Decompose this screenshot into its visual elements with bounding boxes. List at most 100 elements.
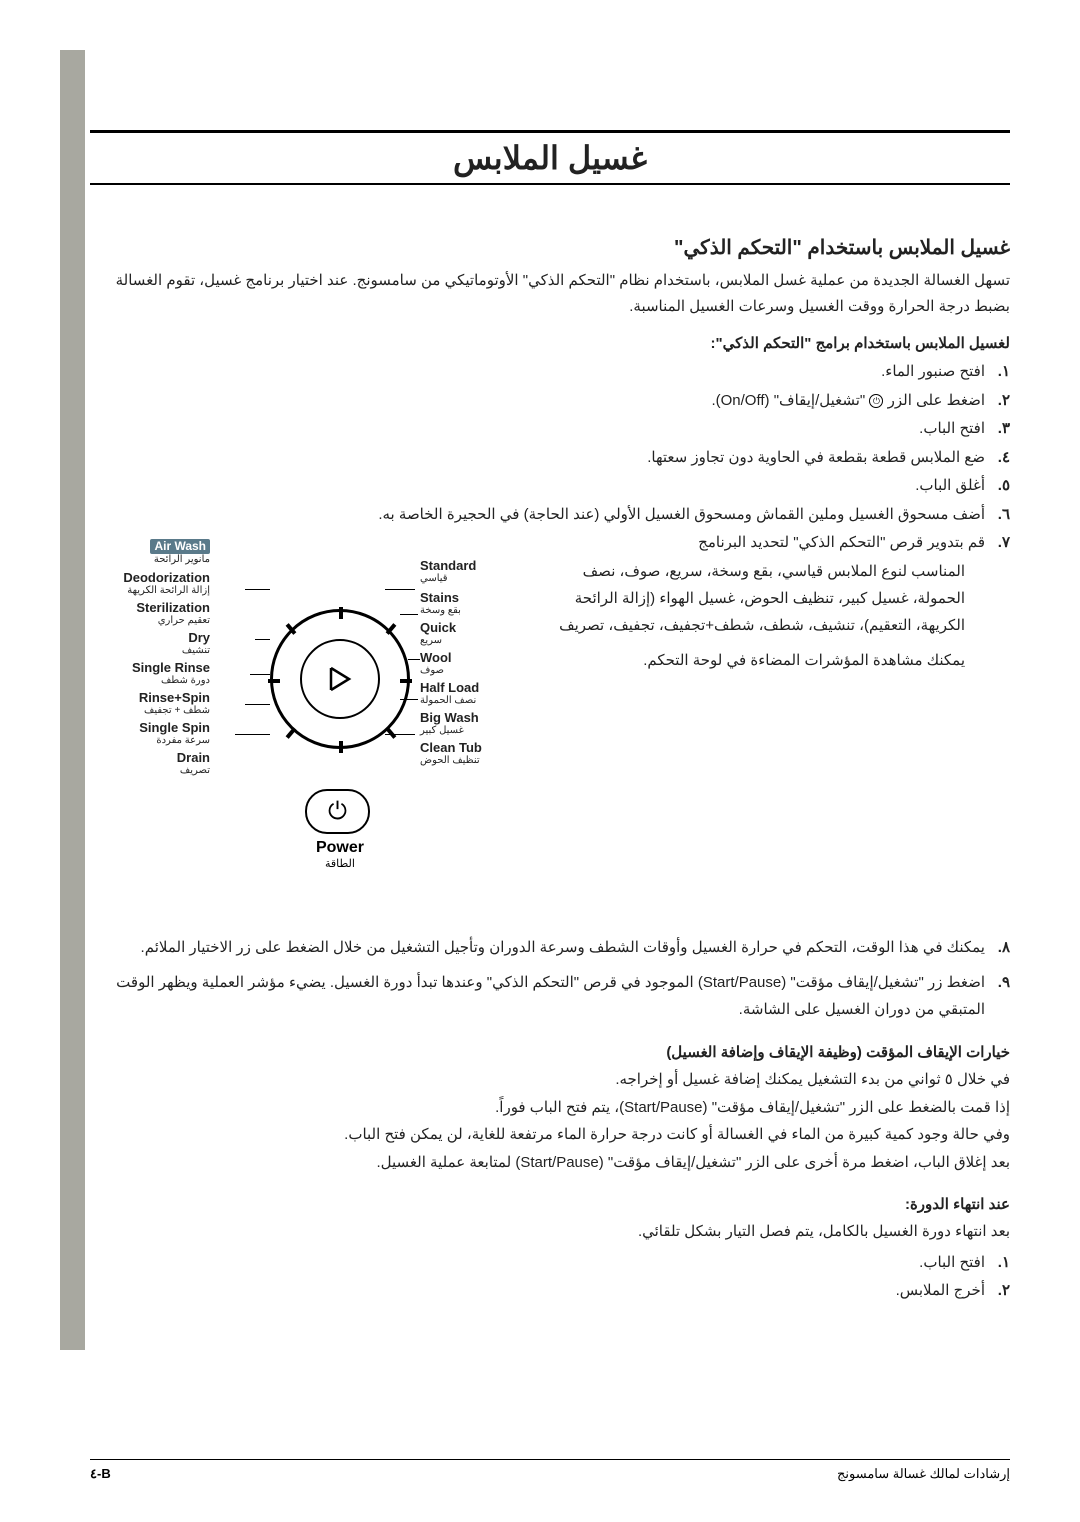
stains-label: Stains — [420, 590, 459, 605]
dial-diagram: Air Wash مانوير الرائحة Deodorization إز… — [90, 539, 530, 909]
deodorization-label: Deodorization — [123, 570, 210, 585]
right-col: ٧.قم بتدوير قرص "التحكم الذكي" لتحديد ال… — [550, 529, 1010, 909]
footer-right: إرشادات لمالك غسالة سامسونج — [837, 1466, 1010, 1482]
two-column-area: ٧.قم بتدوير قرص "التحكم الذكي" لتحديد ال… — [90, 529, 1010, 909]
label-rinse-spin: Rinse+Spin شطف + تجفيف — [139, 691, 210, 716]
arrow — [245, 589, 270, 590]
rinse-spin-label: Rinse+Spin — [139, 690, 210, 705]
label-quick: Quick سريع — [420, 621, 456, 646]
air-wash-sub: مانوير الرائحة — [150, 554, 210, 565]
pause-line: بعد إغلاق الباب، اضغط مرة أخرى على الزر … — [90, 1150, 1010, 1176]
dial-mark — [339, 741, 343, 753]
step-text: أضف مسحوق الغسيل وملين القماش ومسحوق الغ… — [378, 506, 985, 523]
half-load-label: Half Load — [420, 680, 479, 695]
step-item: ١.افتح الباب. — [90, 1249, 1010, 1278]
quick-label: Quick — [420, 620, 456, 635]
step-item: ٢.اضغط على الزر ⏻ "تشغيل/إيقاف" (On/Off)… — [90, 387, 1010, 416]
label-deodorization: Deodorization إزالة الرائحة الكريهة — [123, 571, 210, 596]
label-dry: Dry تنشيف — [182, 631, 210, 656]
step-item: ٢.أخرج الملابس. — [90, 1277, 1010, 1306]
dial-mark — [268, 679, 280, 683]
section-heading: غسيل الملابس باستخدام "التحكم الذكي" — [90, 235, 1010, 260]
step-text: اضغط على الزر — [883, 392, 985, 409]
label-big-wash: Big Wash غسيل كبير — [420, 711, 479, 736]
drain-sub: تصريف — [177, 765, 210, 776]
arrow — [400, 699, 418, 700]
label-wool: Wool صوف — [420, 651, 452, 676]
end-steps-list: ١.افتح الباب. ٢.أخرج الملابس. — [90, 1249, 1010, 1306]
dial-mark — [400, 679, 412, 683]
power-label-text: Power — [316, 839, 364, 856]
step-item: ٤.ضع الملابس قطعة بقطعة في الحاوية دون ت… — [90, 444, 1010, 473]
label-half-load: Half Load نصف الحمولة — [420, 681, 479, 706]
arrow — [255, 639, 270, 640]
pause-heading: خيارات الإيقاف المؤقت (وظيفة الإيقاف وإض… — [90, 1043, 1010, 1061]
step-text: افتح صنبور الماء. — [881, 363, 985, 380]
end-intro: بعد انتهاء دورة الغسيل بالكامل، يتم فصل … — [90, 1219, 1010, 1245]
arrow — [408, 659, 420, 660]
step-text: اضغط زر "تشغيل/إيقاف مؤقت" (Start/Pause)… — [116, 974, 985, 1018]
standard-label: Standard — [420, 558, 476, 573]
step-item: ٣.افتح الباب. — [90, 415, 1010, 444]
end-section: عند انتهاء الدورة: بعد انتهاء دورة الغسي… — [90, 1195, 1010, 1306]
power-button: ⏻ — [305, 789, 370, 834]
quick-sub: سريع — [420, 635, 456, 646]
clean-tub-sub: تنظيف الحوض — [420, 755, 482, 766]
step7-note: يمكنك مشاهدة المؤشرات المضاءة في لوحة ال… — [550, 651, 1010, 669]
label-clean-tub: Clean Tub تنظيف الحوض — [420, 741, 482, 766]
power-icon: ⏻ — [869, 394, 883, 408]
step-text: أغلق الباب. — [915, 477, 985, 494]
step-item: ٩.اضغط زر "تشغيل/إيقاف مؤقت" (Start/Paus… — [90, 969, 1010, 1023]
steps-list: ١.افتح صنبور الماء. ٢.اضغط على الزر ⏻ "ت… — [90, 358, 1010, 529]
steps-list-cont: ٧.قم بتدوير قرص "التحكم الذكي" لتحديد ال… — [550, 529, 1010, 558]
rinse-spin-sub: شطف + تجفيف — [139, 705, 210, 716]
later-steps-list: ٨.يمكنك في هذا الوقت، التحكم في حرارة ال… — [90, 934, 1010, 1023]
wool-label: Wool — [420, 650, 452, 665]
dry-sub: تنشيف — [182, 645, 210, 656]
power-sub: الطاقة — [295, 857, 385, 870]
step-text: "تشغيل/إيقاف" (On/Off). — [711, 392, 869, 409]
step-text: يمكنك في هذا الوقت، التحكم في حرارة الغس… — [141, 939, 985, 956]
single-rinse-label: Single Rinse — [132, 660, 210, 675]
step-item: ٦.أضف مسحوق الغسيل وملين القماش ومسحوق ا… — [90, 501, 1010, 530]
label-drain: Drain تصريف — [177, 751, 210, 776]
drain-label: Drain — [177, 750, 210, 765]
label-sterilization: Sterilization تعقيم حراري — [136, 601, 210, 626]
arrow — [250, 674, 270, 675]
step-item: ٥.أغلق الباب. — [90, 472, 1010, 501]
dry-label: Dry — [188, 630, 210, 645]
step-text: افتح الباب. — [919, 420, 985, 437]
dial-mark — [386, 727, 397, 739]
single-spin-label: Single Spin — [139, 720, 210, 735]
big-wash-label: Big Wash — [420, 710, 479, 725]
standard-sub: قياسي — [420, 573, 476, 584]
page-title: غسيل الملابس — [90, 130, 1010, 185]
pause-line: وفي حالة وجود كمية كبيرة من الماء في الغ… — [90, 1122, 1010, 1148]
step-item: ٨.يمكنك في هذا الوقت، التحكم في حرارة ال… — [90, 934, 1010, 961]
label-stains: Stains بقع وسخة — [420, 591, 461, 616]
label-single-rinse: Single Rinse دورة شطف — [132, 661, 210, 686]
step-text: ضع الملابس قطعة بقطعة في الحاوية دون تجا… — [647, 449, 985, 466]
half-load-sub: نصف الحمولة — [420, 695, 479, 706]
margin-bar — [60, 50, 85, 1350]
arrow — [385, 589, 415, 590]
arrow — [235, 734, 270, 735]
single-rinse-sub: دورة شطف — [132, 675, 210, 686]
pause-line: إذا قمت بالضغط على الزر "تشغيل/إيقاف مؤق… — [90, 1095, 1010, 1121]
label-single-spin: Single Spin سرعة مفردة — [139, 721, 210, 746]
arrow — [245, 704, 270, 705]
pause-line: في خلال ٥ ثواني من بدء التشغيل يمكنك إضا… — [90, 1067, 1010, 1093]
deodorization-sub: إزالة الرائحة الكريهة — [123, 585, 210, 596]
stains-sub: بقع وسخة — [420, 605, 461, 616]
step-item: ١.افتح صنبور الماء. — [90, 358, 1010, 387]
sterilization-sub: تعقيم حراري — [136, 615, 210, 626]
dial-knob — [300, 639, 380, 719]
step7-detail: المناسب لنوع الملابس قياسي، بقع وسخة، سر… — [550, 558, 1010, 639]
end-heading: عند انتهاء الدورة: — [90, 1195, 1010, 1213]
label-air-wash: Air Wash مانوير الرائحة — [150, 539, 210, 565]
arrow — [400, 614, 418, 615]
play-icon — [325, 664, 355, 694]
big-wash-sub: غسيل كبير — [420, 725, 479, 736]
air-wash-label: Air Wash — [150, 539, 210, 554]
intro-text: تسهل الغسالة الجديدة من عملية غسل الملاب… — [90, 268, 1010, 319]
